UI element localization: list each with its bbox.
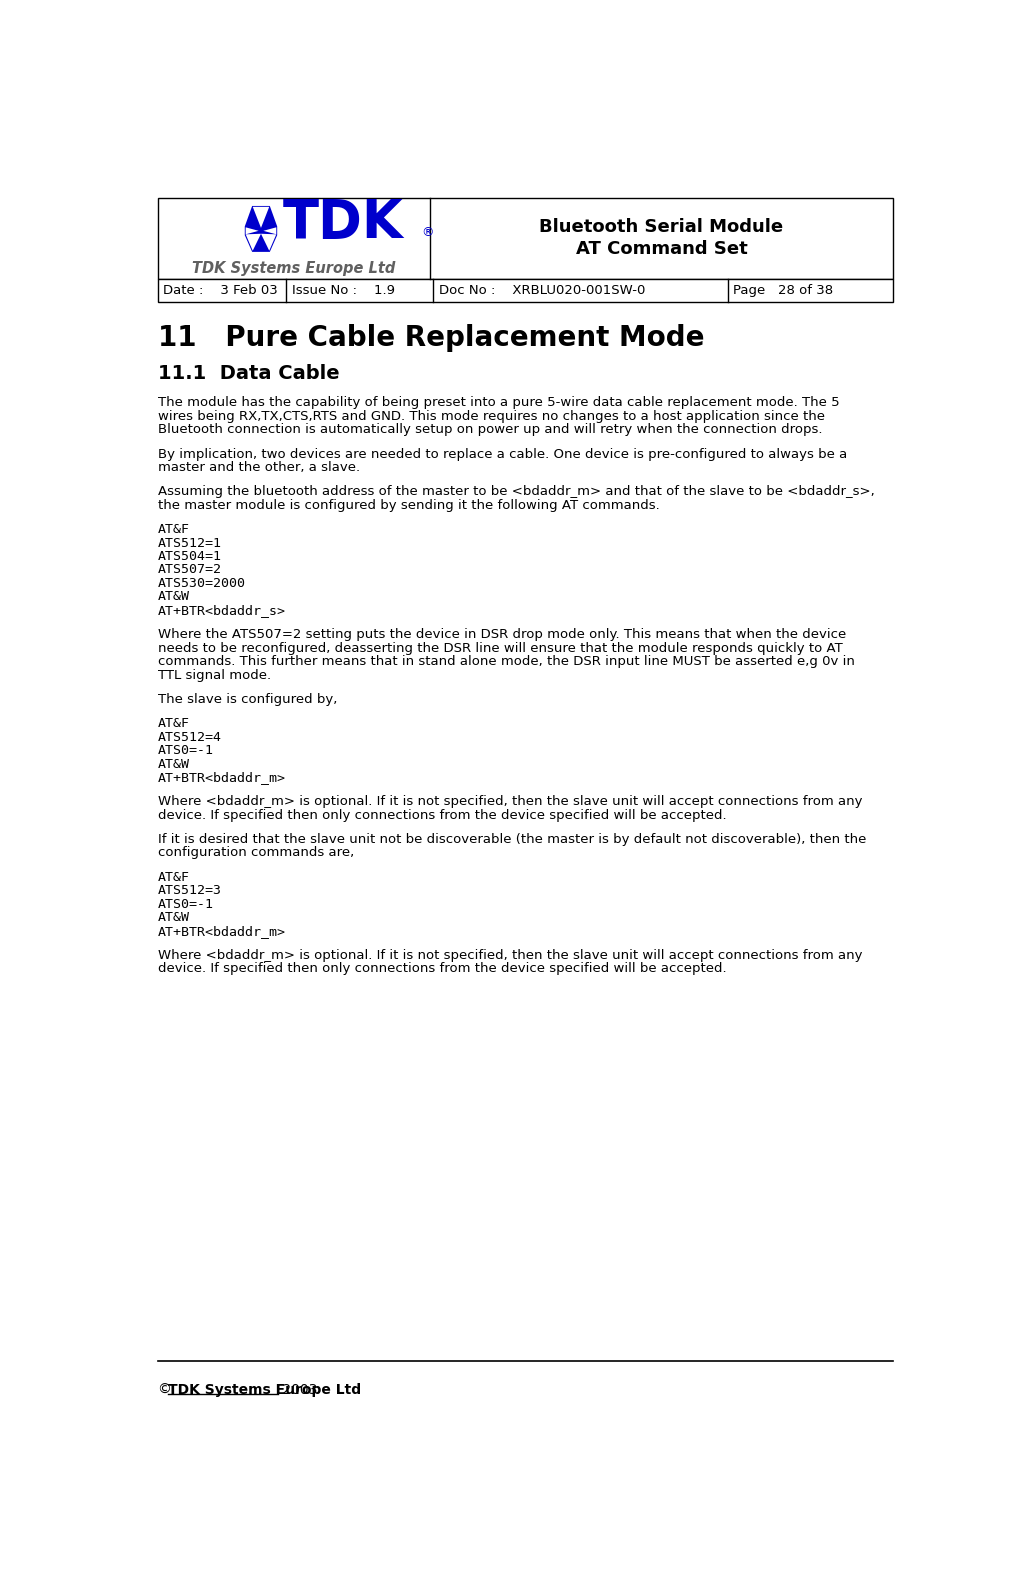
Text: If it is desired that the slave unit not be discoverable (the master is by defau: If it is desired that the slave unit not…: [158, 833, 866, 845]
Text: ATS504=1: ATS504=1: [158, 550, 221, 563]
Text: Where <bdaddr_m> is optional. If it is not specified, then the slave unit will a: Where <bdaddr_m> is optional. If it is n…: [158, 949, 862, 962]
Text: Bluetooth connection is automatically setup on power up and will retry when the : Bluetooth connection is automatically se…: [158, 423, 822, 437]
Text: ©: ©: [158, 1383, 176, 1397]
Text: AT&W: AT&W: [158, 912, 190, 924]
Text: Where <bdaddr_m> is optional. If it is not specified, then the slave unit will a: Where <bdaddr_m> is optional. If it is n…: [158, 795, 862, 809]
Text: TDK Systems Europe Ltd: TDK Systems Europe Ltd: [192, 260, 396, 276]
Text: commands. This further means that in stand alone mode, the DSR input line MUST b: commands. This further means that in sta…: [158, 654, 855, 669]
Text: AT&W: AT&W: [158, 590, 190, 604]
Text: Date :    3 Feb 03: Date : 3 Feb 03: [163, 284, 278, 298]
Text: ®: ®: [421, 226, 434, 238]
Text: Assuming the bluetooth address of the master to be <bdaddr_m> and that of the sl: Assuming the bluetooth address of the ma…: [158, 486, 874, 498]
Text: device. If specified then only connections from the device specified will be acc: device. If specified then only connectio…: [158, 809, 726, 822]
Polygon shape: [246, 233, 261, 251]
Text: AT&F: AT&F: [158, 718, 190, 730]
Text: Page   28 of 38: Page 28 of 38: [733, 284, 833, 298]
Text: ATS512=3: ATS512=3: [158, 885, 221, 897]
Text: configuration commands are,: configuration commands are,: [158, 847, 354, 859]
Bar: [158, 199, 893, 279]
Text: AT&F: AT&F: [158, 524, 190, 536]
Text: TTL signal mode.: TTL signal mode.: [158, 669, 271, 681]
Polygon shape: [246, 227, 258, 235]
Text: AT+BTR<bdaddr_m>: AT+BTR<bdaddr_m>: [158, 771, 286, 784]
Polygon shape: [263, 227, 277, 235]
Text: AT+BTR<bdaddr_m>: AT+BTR<bdaddr_m>: [158, 924, 286, 938]
Text: The module has the capability of being preset into a pure 5-wire data cable repl: The module has the capability of being p…: [158, 396, 839, 410]
Text: Bluetooth Serial Module: Bluetooth Serial Module: [539, 218, 783, 237]
Bar: [158, 279, 893, 303]
Polygon shape: [253, 207, 270, 229]
Text: The slave is configured by,: The slave is configured by,: [158, 692, 337, 706]
Text: ATS507=2: ATS507=2: [158, 563, 221, 577]
Text: By implication, two devices are needed to replace a cable. One device is pre-con: By implication, two devices are needed t…: [158, 448, 847, 460]
Text: ATS512=4: ATS512=4: [158, 730, 221, 743]
Text: 11   Pure Cable Replacement Mode: 11 Pure Cable Replacement Mode: [158, 323, 704, 352]
Text: ATS512=1: ATS512=1: [158, 536, 221, 549]
Text: device. If specified then only connections from the device specified will be acc: device. If specified then only connectio…: [158, 962, 726, 975]
Text: ATS530=2000: ATS530=2000: [158, 577, 246, 590]
Polygon shape: [261, 233, 277, 251]
Text: the master module is configured by sending it the following AT commands.: the master module is configured by sendi…: [158, 498, 659, 513]
Text: wires being RX,TX,CTS,RTS and GND. This mode requires no changes to a host appli: wires being RX,TX,CTS,RTS and GND. This …: [158, 410, 824, 423]
Text: 2003: 2003: [279, 1383, 318, 1397]
Text: TDK: TDK: [283, 197, 404, 249]
Text: 11.1  Data Cable: 11.1 Data Cable: [158, 364, 339, 383]
Text: master and the other, a slave.: master and the other, a slave.: [158, 460, 360, 475]
Text: AT Command Set: AT Command Set: [575, 240, 747, 257]
Text: AT&W: AT&W: [158, 757, 190, 771]
Text: needs to be reconfigured, deasserting the DSR line will ensure that the module r: needs to be reconfigured, deasserting th…: [158, 642, 843, 654]
Text: AT&F: AT&F: [158, 871, 190, 883]
Text: Where the ATS507=2 setting puts the device in DSR drop mode only. This means tha: Where the ATS507=2 setting puts the devi…: [158, 628, 846, 642]
Text: ATS0=-1: ATS0=-1: [158, 744, 213, 757]
Text: ATS0=-1: ATS0=-1: [158, 897, 213, 910]
Text: Doc No :    XRBLU020-001SW-0: Doc No : XRBLU020-001SW-0: [439, 284, 645, 298]
Text: TDK Systems Europe Ltd: TDK Systems Europe Ltd: [168, 1383, 362, 1397]
Text: AT+BTR<bdaddr_s>: AT+BTR<bdaddr_s>: [158, 604, 286, 617]
Polygon shape: [245, 207, 277, 252]
Text: Issue No :    1.9: Issue No : 1.9: [292, 284, 395, 298]
